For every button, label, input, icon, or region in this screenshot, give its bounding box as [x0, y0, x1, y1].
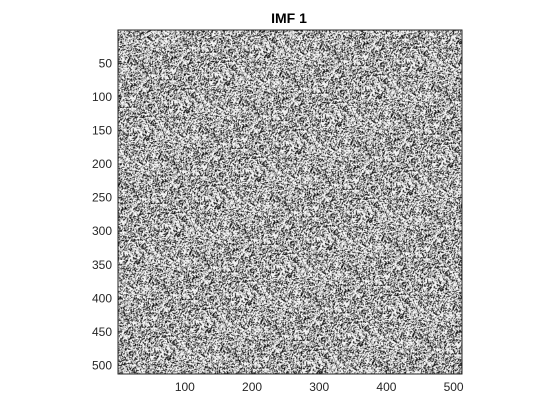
y-tick-label: 100 — [92, 90, 112, 104]
y-tick-label: 500 — [92, 359, 112, 373]
heatmap-image — [118, 30, 462, 374]
x-tick-label: 200 — [242, 380, 262, 394]
x-tick-label: 400 — [376, 380, 396, 394]
y-tick-label: 400 — [92, 291, 112, 305]
x-tick-label: 100 — [175, 380, 195, 394]
x-tick-label: 300 — [309, 380, 329, 394]
y-tick-label: 350 — [92, 258, 112, 272]
y-tick-label: 300 — [92, 224, 112, 238]
chart-title: IMF 1 — [271, 10, 307, 26]
axes-box — [117, 29, 463, 375]
y-tick-label: 250 — [92, 191, 112, 205]
x-tick-label: 500 — [444, 380, 464, 394]
y-tick-label: 50 — [99, 56, 113, 70]
y-tick-label: 450 — [92, 325, 112, 339]
y-tick-label: 200 — [92, 157, 112, 171]
y-tick-label: 150 — [92, 123, 112, 137]
heatmap-pixels — [118, 30, 462, 374]
y-axis: 50 100 150 200 250 300 350 400 450 500 — [92, 56, 462, 373]
x-axis: 100 200 300 400 500 — [175, 30, 464, 394]
